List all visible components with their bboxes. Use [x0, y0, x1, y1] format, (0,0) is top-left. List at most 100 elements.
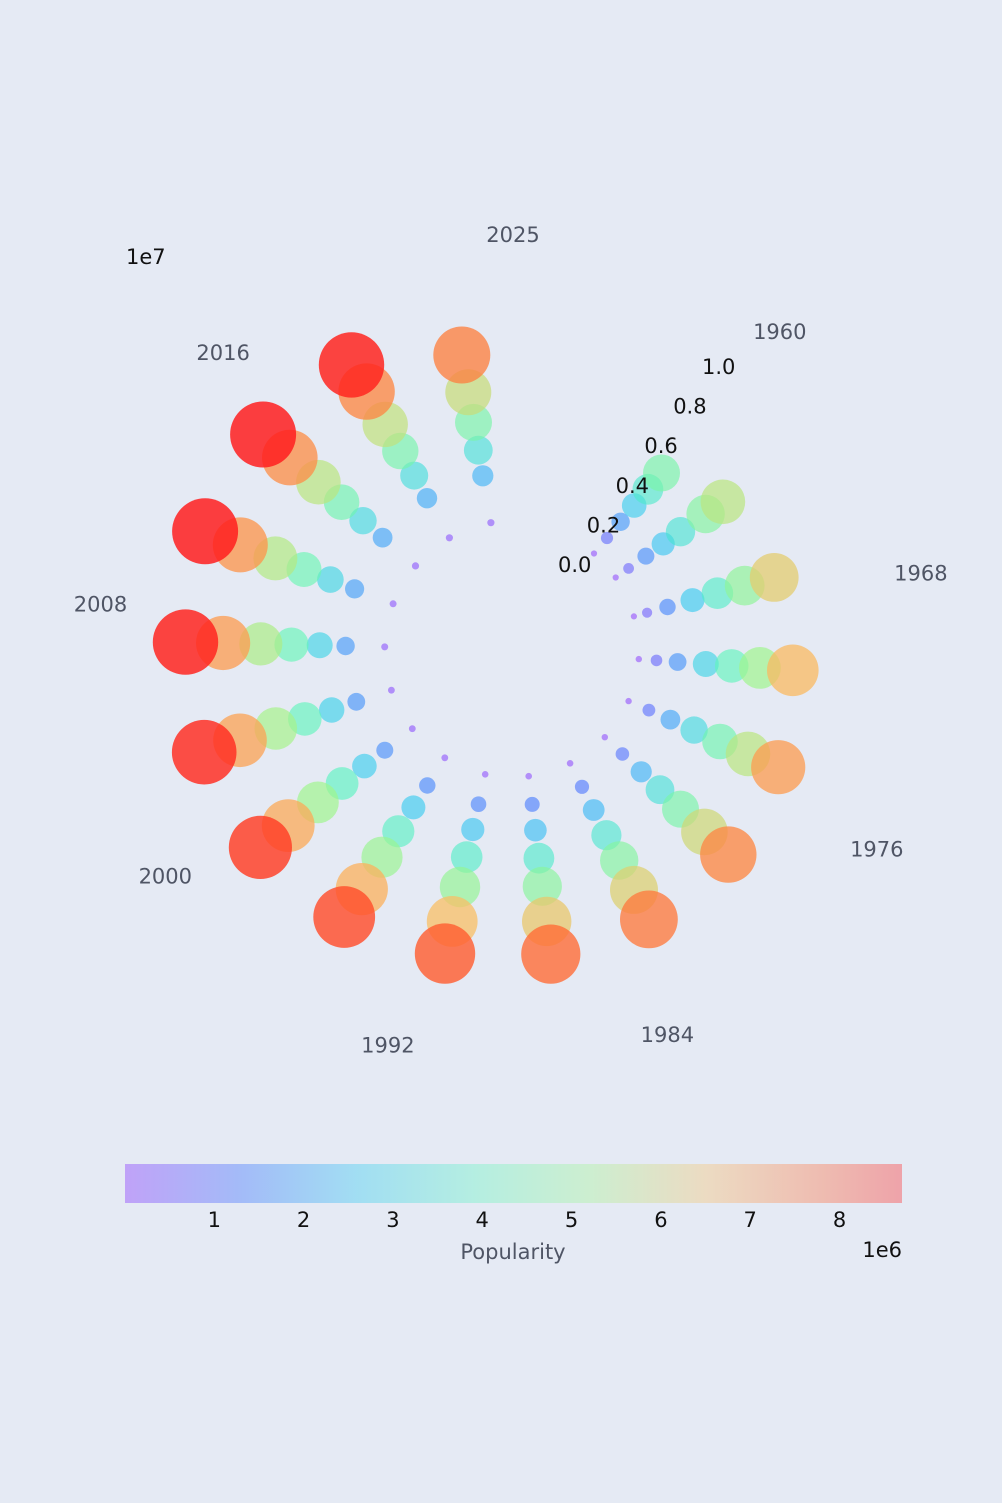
data-point: [525, 772, 532, 780]
data-point: [317, 566, 344, 593]
radial-tick-label: 0.2: [587, 513, 620, 537]
data-point: [642, 607, 653, 618]
colorbar-tick-label: 5: [564, 1208, 579, 1232]
data-point: [441, 754, 449, 762]
data-point: [582, 799, 605, 821]
data-point: [660, 709, 681, 730]
data-point: [381, 643, 389, 651]
data-point: [566, 760, 574, 767]
data-point: [416, 488, 438, 509]
data-point: [590, 550, 598, 557]
data-point: [623, 563, 634, 574]
angular-tick-label: 1960: [753, 320, 806, 344]
data-point: [345, 579, 365, 599]
data-point: [414, 923, 476, 984]
data-point: [521, 924, 581, 984]
data-point: [615, 747, 630, 761]
angular-tick-label: 2000: [139, 865, 192, 889]
angular-tick-label: 1976: [850, 838, 903, 862]
colorbar-tick-label: 3: [386, 1208, 400, 1232]
radial-offset-label: 1e7: [126, 245, 166, 269]
angular-tick-label: 1992: [361, 1034, 414, 1058]
data-point: [522, 866, 562, 906]
data-point: [692, 651, 719, 677]
radial-tick-label: 0.4: [616, 474, 649, 498]
data-point: [600, 531, 614, 545]
data-point: [643, 454, 680, 492]
data-point: [172, 498, 239, 565]
data-point: [230, 401, 297, 468]
data-point: [700, 826, 757, 883]
data-point: [372, 527, 393, 548]
data-point: [349, 507, 377, 535]
data-point: [620, 890, 678, 949]
data-point: [445, 534, 453, 542]
data-point: [318, 332, 385, 398]
data-point: [171, 719, 237, 785]
data-point: [306, 632, 333, 659]
data-point: [751, 740, 806, 795]
data-point: [630, 613, 638, 620]
data-point: [630, 761, 652, 783]
data-point: [450, 841, 483, 873]
data-point: [523, 842, 555, 874]
colorbar-tick-label: 6: [654, 1208, 668, 1232]
data-point: [612, 574, 619, 581]
data-point: [668, 653, 687, 671]
data-point: [433, 326, 491, 384]
ticks-layer: 1960 1968 1976 1984 1992 2000 2008 2016 2025 0.0 0…: [74, 223, 948, 1058]
angular-tick-label: 1968: [894, 562, 947, 586]
radial-tick-label: 0.6: [644, 434, 677, 458]
data-point: [408, 725, 416, 733]
colorbar-offset-label: 1e6: [862, 1238, 902, 1262]
points-layer: [152, 326, 819, 984]
data-point: [487, 519, 495, 527]
data-point: [388, 686, 395, 694]
colorbar-label: Popularity: [460, 1240, 566, 1264]
data-point: [411, 562, 420, 570]
data-point: [650, 654, 663, 667]
data-point: [152, 609, 219, 675]
data-point: [635, 655, 642, 663]
angular-tick-label: 2008: [74, 592, 127, 616]
colorbar-tick-label: 8: [832, 1208, 847, 1232]
data-point: [274, 627, 309, 662]
colorbar-tick-label: 4: [475, 1208, 489, 1232]
data-point: [659, 598, 676, 616]
data-point: [637, 547, 655, 565]
radial-tick-label: 0.8: [673, 395, 706, 419]
radial-tick-label: 0.0: [558, 553, 591, 577]
data-point: [574, 779, 590, 794]
data-point: [376, 741, 394, 759]
data-point: [347, 692, 366, 711]
data-point: [463, 435, 493, 465]
data-point: [389, 600, 397, 608]
data-point: [680, 716, 708, 744]
colorbar-tick-label: 1: [207, 1208, 221, 1232]
data-point: [700, 479, 746, 525]
data-point: [680, 588, 705, 613]
data-point: [642, 703, 656, 717]
colorbar-tick-label: 7: [743, 1208, 757, 1232]
radial-tick-label: 1.0: [702, 355, 735, 379]
data-point: [625, 697, 632, 705]
data-point: [470, 796, 487, 812]
data-point: [611, 512, 630, 531]
data-point: [319, 697, 345, 723]
data-point: [524, 796, 540, 812]
data-point: [601, 734, 608, 741]
data-point: [401, 795, 426, 820]
data-point: [767, 644, 819, 697]
data-point: [352, 753, 377, 779]
data-point: [313, 886, 376, 948]
data-point: [336, 636, 355, 656]
data-point: [472, 465, 494, 487]
data-point: [461, 817, 485, 842]
data-point: [228, 815, 292, 880]
data-point: [524, 818, 547, 842]
data-point: [400, 461, 429, 490]
colorbar-tick-label: 2: [296, 1208, 311, 1232]
data-point: [419, 777, 436, 794]
angular-tick-label: 2025: [486, 223, 539, 247]
